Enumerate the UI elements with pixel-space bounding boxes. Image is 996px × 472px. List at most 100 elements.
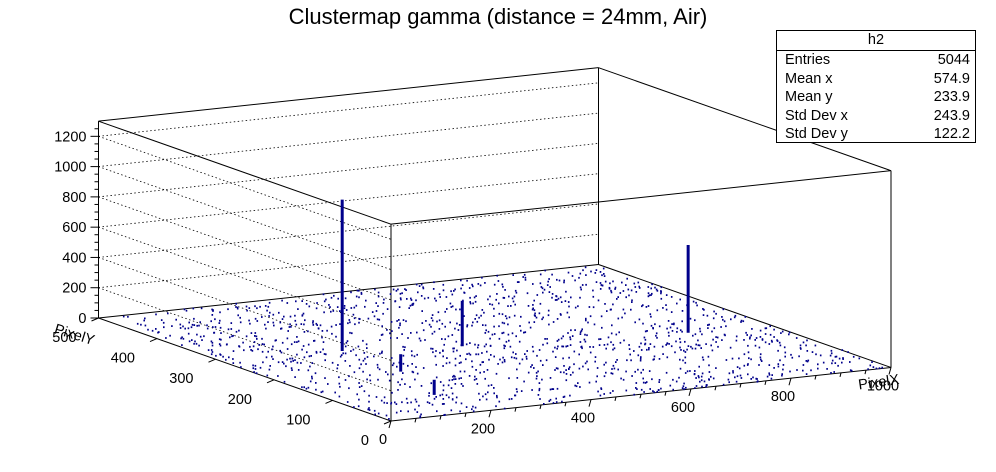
entry-mark [672, 388, 674, 391]
entry-mark [672, 378, 674, 381]
entry-mark [562, 396, 565, 398]
entry-mark [309, 365, 311, 368]
entry-mark [533, 309, 536, 312]
entry-mark [390, 357, 393, 359]
entry-mark [611, 324, 613, 327]
entry-mark [589, 315, 592, 318]
entry-mark [609, 392, 612, 394]
entry-mark [127, 315, 129, 318]
z-gridline-left-wall [98, 257, 392, 361]
entry-mark [715, 336, 717, 338]
entry-mark [662, 307, 664, 309]
entry-mark [469, 301, 471, 303]
entry-mark [144, 324, 147, 327]
entry-mark [375, 302, 377, 304]
entry-mark [526, 292, 529, 295]
entry-mark [561, 400, 563, 403]
entry-mark [402, 362, 405, 365]
entry-mark [475, 378, 478, 380]
entry-mark [548, 291, 551, 293]
entry-mark [595, 380, 597, 383]
entry-mark [300, 323, 303, 325]
entry-mark [218, 343, 221, 345]
entry-mark [340, 354, 343, 356]
entry-mark [511, 297, 514, 300]
entry-mark [750, 334, 752, 337]
entry-mark [376, 363, 379, 366]
entry-mark [431, 314, 434, 316]
entry-mark [399, 383, 401, 386]
entry-mark [694, 387, 696, 389]
entry-mark [401, 378, 403, 381]
entry-mark [254, 368, 257, 370]
entry-mark [292, 360, 294, 362]
entry-mark [377, 366, 379, 369]
entry-mark [475, 295, 477, 297]
entry-mark [430, 347, 432, 350]
entry-mark [849, 369, 852, 372]
entry-mark [200, 307, 203, 310]
entry-mark [648, 347, 650, 349]
entry-mark [482, 361, 484, 363]
entry-mark [401, 292, 403, 295]
entry-mark [451, 379, 454, 381]
entry-mark [533, 367, 535, 369]
entry-mark [193, 342, 195, 345]
entry-mark [455, 308, 457, 311]
entry-mark [402, 372, 404, 374]
y-tick [208, 358, 216, 363]
entry-mark [668, 343, 670, 345]
entry-mark [366, 378, 368, 381]
entry-mark [255, 372, 258, 375]
entry-mark [484, 324, 487, 327]
entry-mark [418, 337, 421, 340]
entry-mark [425, 320, 427, 322]
entry-mark [674, 351, 676, 354]
entry-mark [275, 339, 277, 342]
entry-mark [422, 329, 425, 332]
entry-mark [435, 299, 437, 302]
entry-mark [144, 317, 146, 320]
entry-mark [487, 384, 490, 387]
entry-mark [412, 302, 415, 305]
entry-mark [415, 400, 418, 403]
entry-mark [694, 333, 697, 336]
entry-mark [653, 355, 656, 358]
entry-mark [622, 378, 625, 381]
entry-mark [552, 321, 555, 323]
x-minor-tick [564, 402, 567, 407]
entry-mark [638, 285, 640, 288]
entry-mark [578, 367, 581, 370]
entry-mark [382, 302, 385, 304]
entry-mark [611, 368, 613, 370]
x-minor-tick [714, 386, 717, 391]
entry-mark [516, 390, 518, 393]
entry-mark [397, 389, 399, 391]
entry-mark [360, 363, 362, 366]
entry-mark [272, 345, 274, 348]
entry-mark [694, 370, 696, 372]
entry-mark [477, 346, 479, 349]
entry-mark [301, 300, 303, 302]
entry-mark [722, 318, 724, 321]
entry-mark [468, 375, 471, 377]
entry-mark [702, 358, 705, 361]
entry-mark [387, 373, 389, 376]
entry-mark [211, 344, 214, 347]
entry-mark [444, 413, 446, 416]
entry-mark [490, 354, 492, 356]
entry-mark [546, 342, 549, 345]
entry-mark [533, 299, 535, 302]
entry-mark [259, 305, 261, 308]
entry-mark [679, 298, 681, 301]
entry-mark [771, 340, 773, 343]
z-gridline-left-wall [98, 226, 392, 331]
entry-mark [600, 284, 603, 286]
entry-mark [603, 393, 605, 395]
entry-mark [477, 283, 480, 285]
entry-mark [336, 306, 339, 308]
stats-row-stddev-x: Std Dev x 243.9 [777, 107, 975, 126]
entry-mark [451, 293, 454, 296]
entry-mark [691, 347, 694, 350]
entry-mark [375, 310, 378, 312]
